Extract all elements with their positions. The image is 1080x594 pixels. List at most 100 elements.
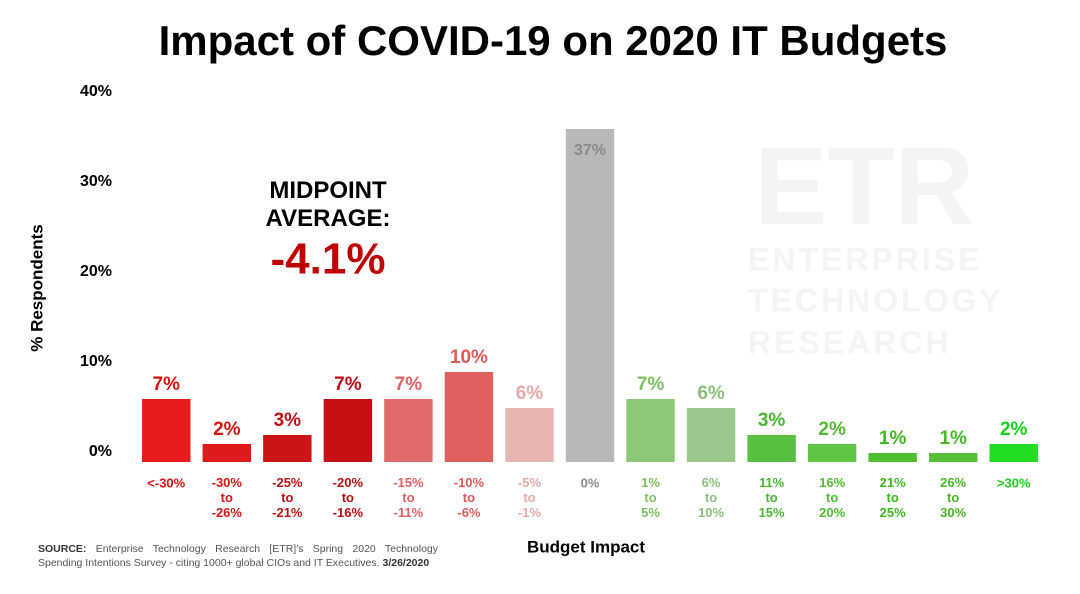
x-tick-line: 1% — [641, 475, 660, 490]
x-tick-line: 20% — [819, 505, 845, 520]
x-tick-line: -6% — [457, 505, 481, 520]
x-tick-label: -25% to -21% — [272, 475, 303, 520]
data-label: 2% — [1000, 419, 1028, 440]
x-tick-line: -11% — [394, 505, 424, 520]
data-label: 1% — [879, 428, 907, 449]
annotation-line: MIDPOINT — [269, 177, 387, 204]
x-tick-label: 11% to 15% — [759, 475, 785, 520]
source-date: 3/26/2020 — [382, 557, 430, 569]
source-text: Enterprise Technology Research [ETR]'s S… — [38, 543, 438, 569]
bar — [747, 435, 796, 462]
data-label: 7% — [637, 374, 665, 395]
y-tick-label: 10% — [80, 353, 112, 370]
watermark-line: ENTERPRISE — [748, 241, 982, 277]
source: SOURCE: Enterprise Technology Research [… — [38, 542, 438, 570]
x-tick-line: to — [947, 490, 959, 505]
x-tick-line: to — [523, 490, 535, 505]
bar — [384, 399, 433, 462]
data-label: 7% — [153, 374, 181, 395]
y-axis-label: % Respondents — [27, 224, 46, 352]
bar — [505, 408, 554, 462]
x-tick-line: 6% — [702, 475, 721, 490]
x-tick-label: -5% to -1% — [518, 475, 542, 520]
bar — [626, 399, 675, 462]
x-axis-label: Budget Impact — [527, 537, 645, 556]
x-tick-line: -15% — [393, 475, 424, 490]
bar — [263, 435, 312, 462]
x-tick-line: -1% — [518, 505, 542, 520]
x-tick-line: to — [221, 490, 233, 505]
data-label: 7% — [395, 374, 423, 395]
x-tick-line: to — [887, 490, 899, 505]
x-tick-line: -25% — [272, 475, 303, 490]
annotation-line: AVERAGE: — [266, 205, 391, 232]
x-tick-line: -21% — [272, 505, 303, 520]
bar — [807, 444, 857, 462]
data-label: 7% — [334, 374, 362, 395]
data-label: 6% — [697, 383, 725, 404]
data-label: 37% — [574, 142, 606, 159]
y-tick-label: 30% — [80, 173, 112, 190]
bar — [323, 399, 373, 462]
data-label: 10% — [450, 347, 488, 368]
x-tick-line: to — [765, 490, 777, 505]
x-tick-label: 26% to 30% — [940, 475, 966, 520]
x-tick-label: 6% to 10% — [698, 475, 724, 520]
x-tick-line: -16% — [333, 505, 364, 520]
bar — [989, 444, 1038, 462]
x-tick-label: -10% to -6% — [454, 475, 485, 520]
data-label: 3% — [274, 410, 302, 431]
x-tick-line: 10% — [698, 505, 724, 520]
x-tick-line: to — [463, 490, 475, 505]
x-tick-line: to — [826, 490, 838, 505]
x-tick-label: -15% to -11% — [393, 475, 424, 520]
bar — [444, 372, 494, 462]
bar — [868, 453, 917, 462]
x-tick-line: 21% — [880, 475, 906, 490]
data-label: 3% — [758, 410, 786, 431]
data-label: 6% — [516, 383, 544, 404]
x-tick-line: 25% — [880, 505, 906, 520]
x-tick-line: -5% — [518, 475, 542, 490]
annotation-value: -4.1% — [271, 235, 386, 284]
x-tick-line: -30% — [212, 475, 243, 490]
x-tick-label: 21% to 25% — [880, 475, 906, 520]
bar — [565, 129, 615, 462]
annotation-heading: MIDPOINT AVERAGE: — [266, 177, 391, 232]
bar — [928, 453, 978, 462]
y-tick-label: 40% — [80, 83, 112, 100]
source-label: SOURCE: — [38, 543, 87, 555]
watermark-line: TECHNOLOGY — [748, 282, 1004, 318]
x-tick-line: 15% — [759, 505, 785, 520]
y-tick-label: 20% — [80, 263, 112, 280]
x-tick-line: to — [705, 490, 717, 505]
x-tick-label: 0% — [581, 475, 600, 490]
x-tick-label: -20% to -16% — [333, 475, 364, 520]
data-label: 2% — [818, 419, 846, 440]
x-tick-line: to — [402, 490, 414, 505]
bar — [142, 399, 191, 462]
x-tick-line: to — [644, 490, 656, 505]
x-tick-label: 16% to 20% — [819, 475, 845, 520]
x-tick-line: 11% — [759, 475, 785, 490]
bar — [202, 444, 252, 462]
x-tick-label: >30% — [997, 475, 1031, 490]
x-tick-label: 1% to 5% — [641, 475, 660, 520]
watermark-logo: ETR — [754, 125, 974, 248]
x-tick-line: -26% — [212, 505, 243, 520]
x-tick-label: -30% to -26% — [212, 475, 243, 520]
x-tick-line: 16% — [819, 475, 845, 490]
data-label: 1% — [939, 428, 967, 449]
x-tick-line: 5% — [641, 505, 660, 520]
x-tick-line: -20% — [333, 475, 364, 490]
x-tick-label: <-30% — [147, 475, 185, 490]
bar — [686, 408, 736, 462]
chart-title: Impact of COVID-19 on 2020 IT Budgets — [159, 17, 948, 64]
x-tick-line: -10% — [454, 475, 485, 490]
x-tick-line: 26% — [940, 475, 966, 490]
x-tick-line: to — [342, 490, 354, 505]
x-tick-line: to — [281, 490, 293, 505]
data-label: 2% — [213, 419, 241, 440]
